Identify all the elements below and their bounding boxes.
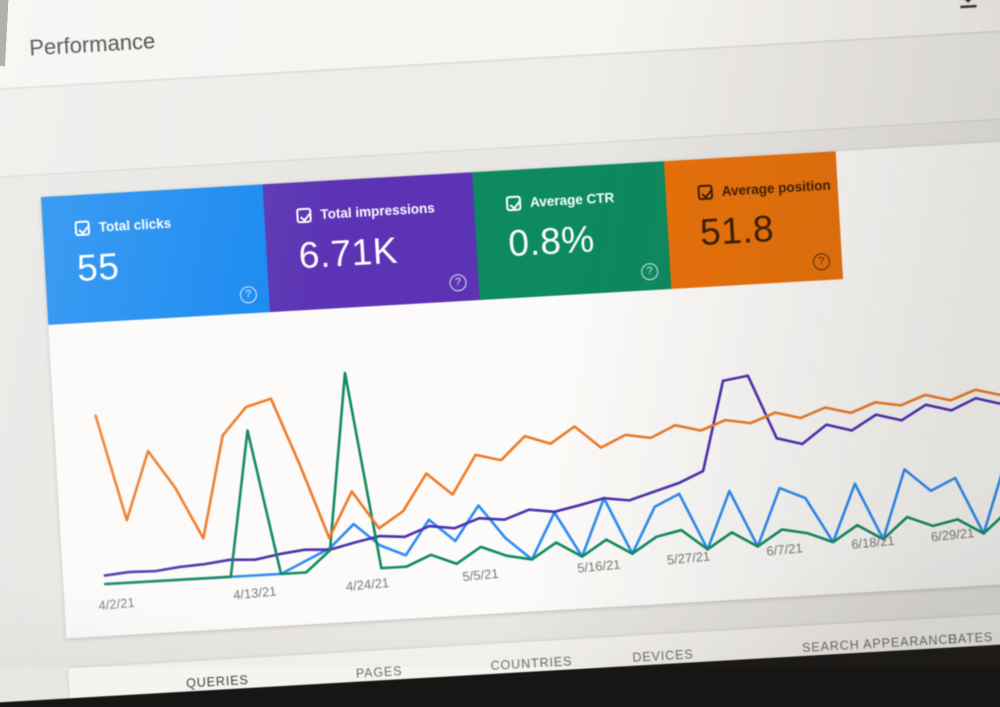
checkbox-checked-icon[interactable] (296, 208, 312, 224)
metric-card-label: Average CTR (530, 190, 615, 210)
help-icon[interactable]: ? (239, 286, 257, 304)
metric-card-average-position[interactable]: Average position 51.8 ? (664, 151, 843, 289)
series-line-impressions (93, 300, 1000, 576)
x-axis-label: 4/2/21 (98, 595, 135, 613)
metric-card-total-clicks[interactable]: Total clicks 55 ? (41, 184, 270, 325)
checkbox-checked-icon[interactable] (697, 184, 713, 200)
metric-card-average-ctr[interactable]: Average CTR 0.8% ? (472, 161, 671, 300)
performance-line-chart[interactable] (88, 281, 1000, 595)
tab-dates[interactable]: DATES (948, 630, 994, 647)
metric-card-value: 55 (76, 237, 268, 290)
tab-countries[interactable]: COUNTRIES (490, 654, 572, 673)
metric-card-value: 0.8% (507, 214, 669, 265)
metric-card-label: Total impressions (320, 200, 435, 222)
metric-card-label: Total clicks (98, 216, 171, 235)
metric-card-label: Average position (721, 178, 831, 199)
checkbox-checked-icon[interactable] (506, 196, 522, 212)
help-icon[interactable]: ? (812, 253, 830, 271)
series-line-clicks (94, 316, 1000, 585)
series-line-ctr (94, 324, 1000, 584)
help-icon[interactable]: ? (449, 274, 467, 292)
checkbox-checked-icon[interactable] (74, 220, 90, 236)
metric-card-total-impressions[interactable]: Total impressions 6.71K ? (263, 172, 480, 312)
tab-queries[interactable]: QUERIES (186, 673, 249, 691)
help-icon[interactable]: ? (641, 263, 659, 281)
series-line-position (95, 345, 1000, 551)
export-download-button[interactable] (954, 0, 981, 12)
metric-card-value: 51.8 (699, 204, 841, 254)
x-axis-label: 4/13/21 (232, 584, 277, 603)
tab-search-appearance[interactable]: SEARCH APPEARANCE (802, 632, 958, 655)
metric-card-value: 6.71K (298, 225, 478, 277)
tab-devices[interactable]: DEVICES (632, 647, 694, 664)
page-title: Performance (29, 28, 156, 61)
download-icon (954, 0, 981, 12)
performance-panel: Total clicks 55 ? Total impressions 6.71… (41, 131, 1000, 639)
chart-canvas (88, 281, 1000, 595)
